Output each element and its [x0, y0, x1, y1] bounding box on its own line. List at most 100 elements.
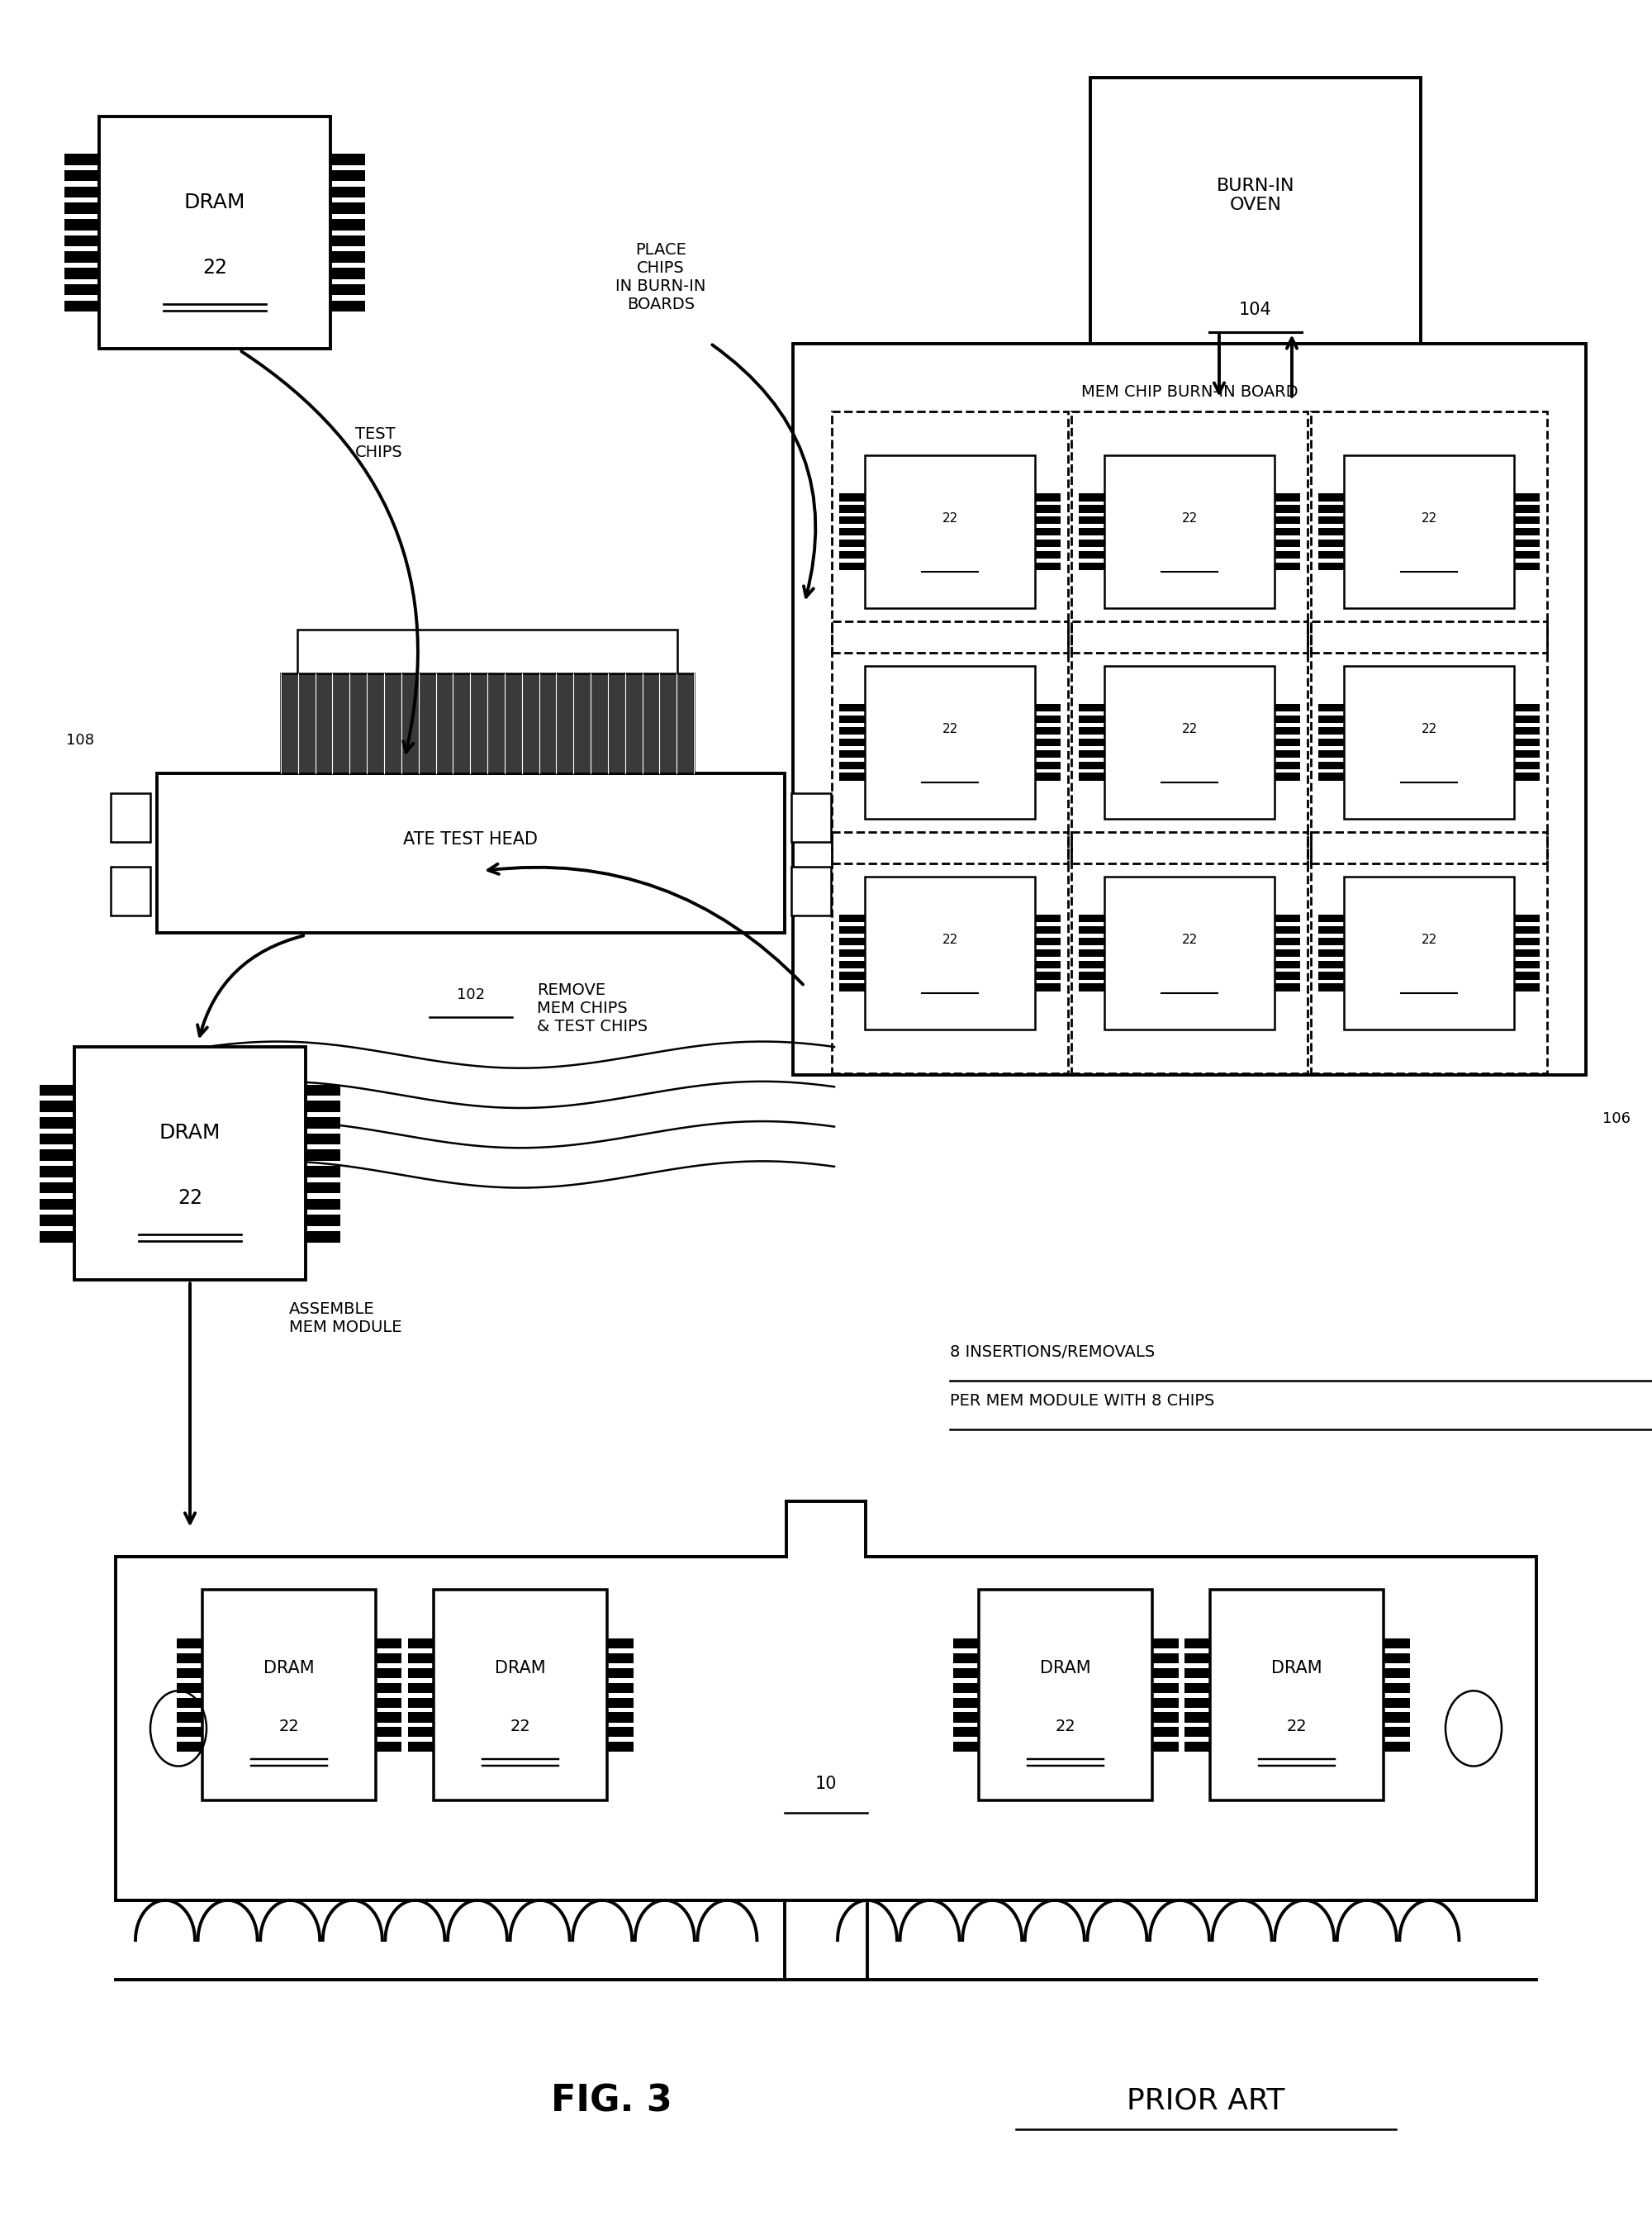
Bar — [306, 1150, 340, 1161]
Bar — [1318, 552, 1345, 558]
Bar — [1034, 984, 1061, 991]
Bar — [40, 1199, 74, 1210]
Bar — [1275, 505, 1300, 512]
Bar — [177, 1653, 202, 1664]
Bar — [1312, 412, 1546, 652]
Text: PER MEM MODULE WITH 8 CHIPS: PER MEM MODULE WITH 8 CHIPS — [950, 1392, 1214, 1409]
Bar — [1345, 456, 1513, 607]
Bar — [1153, 1653, 1178, 1664]
Bar — [111, 866, 150, 915]
Bar — [1034, 960, 1061, 968]
Bar — [1384, 1682, 1409, 1693]
Bar — [64, 219, 99, 230]
Bar — [1153, 1697, 1178, 1709]
Bar — [1034, 937, 1061, 946]
Bar — [866, 665, 1034, 818]
Text: 108: 108 — [66, 733, 94, 747]
Bar — [1184, 1669, 1209, 1678]
Bar — [1275, 727, 1300, 736]
Bar — [866, 875, 1034, 1028]
Text: TEST
CHIPS: TEST CHIPS — [355, 425, 403, 461]
Bar — [1318, 727, 1345, 736]
Text: 102: 102 — [456, 988, 486, 1002]
Bar — [40, 1232, 74, 1243]
Bar — [1034, 749, 1061, 758]
Bar — [1513, 773, 1540, 780]
Bar — [408, 1713, 433, 1722]
Text: 22: 22 — [1181, 722, 1198, 736]
Bar — [1513, 527, 1540, 536]
Bar — [1312, 833, 1546, 1073]
Bar — [408, 1669, 433, 1678]
Bar — [177, 1713, 202, 1722]
Bar — [1345, 665, 1513, 818]
Bar — [1034, 716, 1061, 722]
Bar — [1079, 705, 1104, 711]
Bar — [978, 1591, 1153, 1799]
Bar — [408, 1653, 433, 1664]
Bar — [839, 937, 866, 946]
Bar — [116, 1556, 1536, 1899]
Bar — [375, 1653, 401, 1664]
Bar — [1104, 665, 1275, 818]
Bar — [1034, 773, 1061, 780]
Bar — [1318, 984, 1345, 991]
Bar — [1184, 1726, 1209, 1737]
Bar — [1079, 762, 1104, 769]
Bar — [786, 1494, 866, 1560]
Text: DRAM: DRAM — [1272, 1660, 1322, 1675]
Bar — [1275, 538, 1300, 547]
Bar — [1312, 620, 1546, 862]
Bar — [839, 915, 866, 922]
Circle shape — [150, 1691, 206, 1766]
Bar — [1513, 948, 1540, 957]
Bar — [1079, 773, 1104, 780]
Text: 104: 104 — [1239, 301, 1272, 319]
Bar — [608, 1653, 633, 1664]
Bar — [953, 1713, 978, 1722]
Bar — [330, 153, 365, 164]
Bar — [64, 171, 99, 182]
Bar — [330, 202, 365, 213]
Bar — [74, 1048, 306, 1281]
Bar — [1318, 716, 1345, 722]
Bar — [1513, 915, 1540, 922]
Bar — [839, 716, 866, 722]
Bar — [1513, 738, 1540, 747]
Bar — [1079, 984, 1104, 991]
Text: 22: 22 — [202, 257, 228, 277]
Bar — [1034, 705, 1061, 711]
Bar — [1153, 1726, 1178, 1737]
Text: 22: 22 — [1056, 1720, 1075, 1735]
Bar — [1318, 926, 1345, 933]
Bar — [375, 1726, 401, 1737]
Bar — [866, 456, 1034, 607]
Bar — [953, 1653, 978, 1664]
Bar — [64, 153, 99, 164]
Bar — [953, 1742, 978, 1753]
Bar — [1275, 705, 1300, 711]
Bar — [306, 1084, 340, 1095]
Bar — [375, 1697, 401, 1709]
Text: ATE TEST HEAD: ATE TEST HEAD — [403, 831, 539, 849]
Bar — [1034, 494, 1061, 501]
Bar — [953, 1682, 978, 1693]
Bar — [1318, 494, 1345, 501]
Text: REMOVE
MEM CHIPS
& TEST CHIPS: REMOVE MEM CHIPS & TEST CHIPS — [537, 982, 648, 1035]
Bar — [608, 1697, 633, 1709]
Bar — [1275, 738, 1300, 747]
Bar — [1079, 505, 1104, 512]
Bar — [1384, 1653, 1409, 1664]
Bar — [1275, 716, 1300, 722]
Bar — [1318, 937, 1345, 946]
Bar — [40, 1183, 74, 1194]
Bar — [375, 1682, 401, 1693]
Bar — [839, 948, 866, 957]
Bar — [1079, 937, 1104, 946]
Text: DRAM: DRAM — [159, 1124, 221, 1143]
Text: DRAM: DRAM — [1041, 1660, 1090, 1675]
Bar — [40, 1132, 74, 1143]
Text: FIG. 3: FIG. 3 — [550, 2083, 672, 2118]
Bar — [330, 235, 365, 246]
Text: 22: 22 — [1287, 1720, 1307, 1735]
